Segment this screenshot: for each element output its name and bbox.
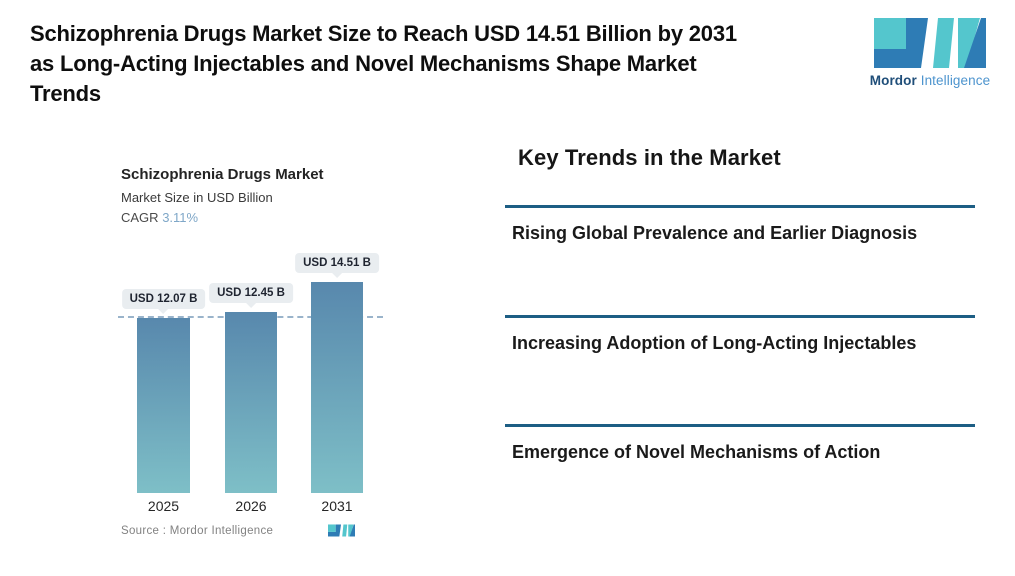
bar-2031: USD 14.51 B 2031 bbox=[295, 253, 379, 514]
brand-logo: Mordor Intelligence bbox=[866, 18, 994, 88]
source-attribution: Source : Mordor Intelligence bbox=[121, 525, 274, 537]
trend-list: Rising Global Prevalence and Earlier Dia… bbox=[505, 205, 975, 467]
bar-2031-category-label: 2031 bbox=[321, 498, 353, 514]
chart-title: Schizophrenia Drugs Market bbox=[121, 166, 324, 183]
page-title-line-2: as Long-Acting Injectables and Novel Mec… bbox=[30, 51, 697, 76]
brand-name: Mordor Intelligence bbox=[866, 73, 994, 88]
brand-name-bold: Mordor bbox=[869, 73, 917, 88]
bar-2026-value-bubble: USD 12.45 B bbox=[209, 283, 293, 303]
brand-name-light: Intelligence bbox=[920, 73, 991, 88]
key-trends-panel: Key Trends in the Market Rising Global P… bbox=[505, 145, 975, 467]
cagr-value: 3.11% bbox=[162, 210, 199, 225]
chart-plot-area: USD 12.07 B 2025 USD 12.45 B 2026 USD 14… bbox=[118, 253, 386, 514]
trend-label-3: Emergence of Novel Mechanisms of Action bbox=[512, 442, 881, 462]
trend-label-2: Increasing Adoption of Long-Acting Injec… bbox=[512, 333, 917, 353]
trend-label-1: Rising Global Prevalence and Earlier Dia… bbox=[512, 223, 918, 243]
mordor-logo-icon bbox=[874, 18, 986, 68]
chart-cagr: CAGR 3.11% bbox=[121, 210, 390, 225]
bar-2026: USD 12.45 B 2026 bbox=[209, 283, 293, 514]
chart-subtitle: Market Size in USD Billion bbox=[121, 190, 273, 205]
page-title-line-3: Trends bbox=[30, 81, 101, 106]
bar-2026-category-label: 2026 bbox=[235, 498, 267, 514]
bar-2025-category-label: 2025 bbox=[147, 498, 180, 514]
mordor-logo-small-icon bbox=[328, 524, 355, 537]
page-title-line-1: Schizophrenia Drugs Market Size to Reach… bbox=[30, 21, 737, 46]
list-item: Emergence of Novel Mechanisms of Action bbox=[505, 424, 975, 467]
bar-2025: USD 12.07 B 2025 bbox=[121, 289, 206, 514]
list-item: Increasing Adoption of Long-Acting Injec… bbox=[505, 315, 975, 424]
trends-title: Key Trends in the Market bbox=[518, 145, 781, 170]
market-size-chart: Schizophrenia Drugs Market Market Size i… bbox=[118, 158, 390, 558]
bar-2025-value-bubble: USD 12.07 B bbox=[121, 289, 206, 309]
list-item: Rising Global Prevalence and Earlier Dia… bbox=[505, 205, 975, 315]
chart-source-row: Source : Mordor Intelligence bbox=[118, 522, 386, 542]
cagr-label: CAGR bbox=[121, 210, 159, 225]
page-title: Schizophrenia Drugs Market Size to Reach… bbox=[30, 19, 737, 109]
bar-2031-value-bubble: USD 14.51 B bbox=[295, 253, 379, 273]
